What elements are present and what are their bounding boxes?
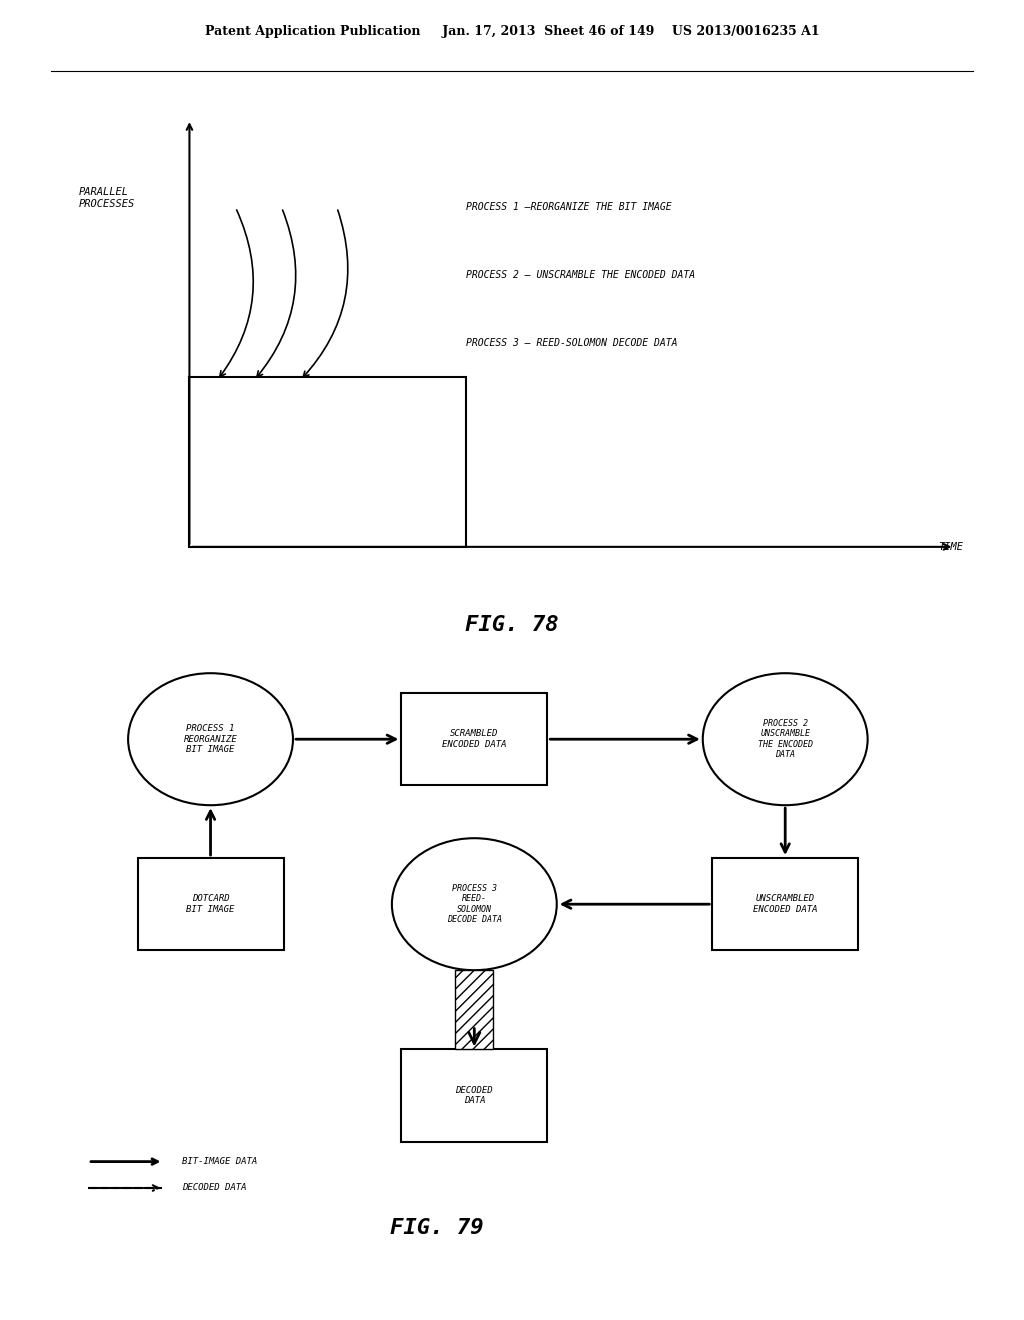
Text: TIME: TIME — [939, 541, 964, 552]
FancyBboxPatch shape — [713, 858, 858, 950]
Text: UNSCRAMBLED
ENCODED DATA: UNSCRAMBLED ENCODED DATA — [753, 895, 817, 913]
FancyBboxPatch shape — [401, 1049, 547, 1142]
Text: Patent Application Publication     Jan. 17, 2013  Sheet 46 of 149    US 2013/001: Patent Application Publication Jan. 17, … — [205, 25, 819, 38]
Text: PROCESS 2
UNSCRAMBLE
THE ENCODED
DATA: PROCESS 2 UNSCRAMBLE THE ENCODED DATA — [758, 719, 813, 759]
Text: DECODED
DATA: DECODED DATA — [456, 1086, 494, 1105]
Ellipse shape — [128, 673, 293, 805]
Text: PROCESS 1
REORGANIZE
BIT IMAGE: PROCESS 1 REORGANIZE BIT IMAGE — [183, 725, 238, 754]
FancyBboxPatch shape — [401, 693, 547, 785]
Ellipse shape — [392, 838, 557, 970]
FancyBboxPatch shape — [189, 378, 466, 546]
Text: FIG. 79: FIG. 79 — [390, 1217, 483, 1238]
FancyBboxPatch shape — [137, 858, 284, 950]
Text: DECODED DATA: DECODED DATA — [182, 1184, 247, 1192]
Text: BIT-IMAGE DATA: BIT-IMAGE DATA — [182, 1158, 257, 1166]
Text: PROCESS 3 – REED-SOLOMON DECODE DATA: PROCESS 3 – REED-SOLOMON DECODE DATA — [466, 338, 678, 348]
Text: DOTCARD
BIT IMAGE: DOTCARD BIT IMAGE — [186, 895, 234, 913]
Text: FIG. 78: FIG. 78 — [465, 615, 559, 635]
Ellipse shape — [702, 673, 867, 805]
Text: PARALLEL
PROCESSES: PARALLEL PROCESSES — [79, 187, 135, 209]
Polygon shape — [456, 970, 494, 1049]
Text: PROCESS 3
REED-
SOLOMON
DECODE DATA: PROCESS 3 REED- SOLOMON DECODE DATA — [446, 884, 502, 924]
Text: SCRAMBLED
ENCODED DATA: SCRAMBLED ENCODED DATA — [442, 730, 507, 748]
Text: PROCESS 1 –REORGANIZE THE BIT IMAGE: PROCESS 1 –REORGANIZE THE BIT IMAGE — [466, 202, 672, 213]
Text: PROCESS 2 – UNSCRAMBLE THE ENCODED DATA: PROCESS 2 – UNSCRAMBLE THE ENCODED DATA — [466, 271, 695, 280]
